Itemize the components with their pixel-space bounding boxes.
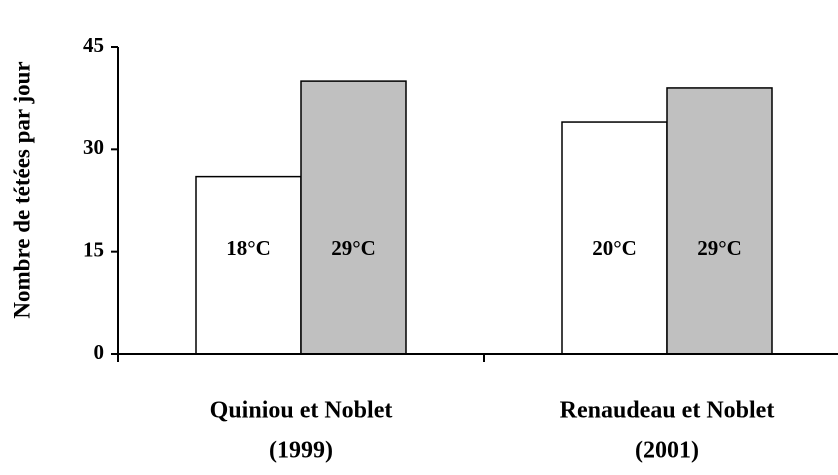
y-tick-label: 0 xyxy=(94,340,105,364)
y-axis-label: Nombre de tétées par jour xyxy=(9,61,34,318)
bar-label: 29°C xyxy=(697,236,742,260)
x-tick-label: (1999) xyxy=(269,438,333,464)
bar xyxy=(561,121,668,355)
x-tick-label: Renaudeau et Noblet xyxy=(560,398,775,424)
bar xyxy=(666,87,773,355)
bar-label: 29°C xyxy=(331,236,376,260)
x-tick-label: Quiniou et Noblet xyxy=(210,398,393,424)
y-tick-label: 30 xyxy=(83,135,104,159)
bar-label: 18°C xyxy=(226,236,271,260)
x-tick-label: (2001) xyxy=(635,438,699,464)
y-tick-label: 45 xyxy=(83,33,104,57)
bar xyxy=(195,175,302,355)
bar-label: 20°C xyxy=(592,236,637,260)
y-tick-label: 15 xyxy=(83,237,104,261)
bar xyxy=(300,80,407,355)
